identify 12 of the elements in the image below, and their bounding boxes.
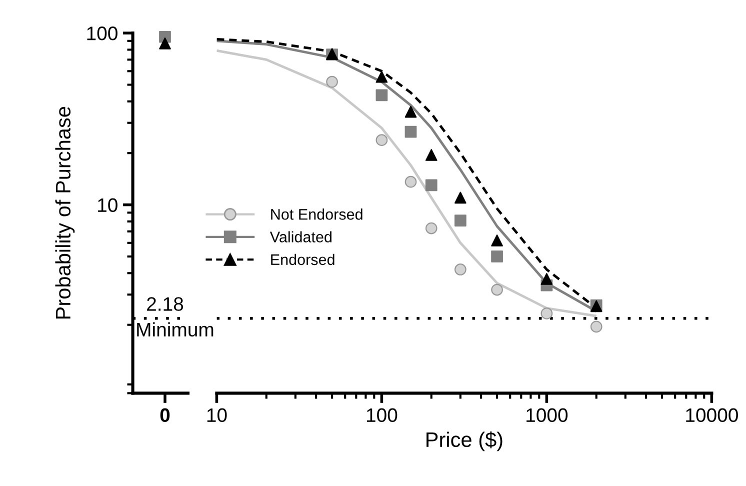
y-axis-title: Probability of Purchase — [55, 106, 75, 319]
x-tick-label: 10 — [207, 408, 227, 422]
legend-label: Not Endorsed — [271, 208, 362, 220]
x-tick-label: 1000 — [526, 408, 568, 422]
legend-label: Endorsed — [271, 254, 334, 266]
x-tick-label: 10000 — [686, 408, 738, 422]
legend-label: Validated — [270, 231, 332, 242]
ref-line-label: Minimum — [137, 322, 214, 337]
annotation: 2.18 — [147, 297, 184, 311]
x-tick-label: 100 — [366, 408, 398, 422]
x-axis-title: Price ($) — [426, 431, 502, 452]
x-tick-label: 0 — [160, 408, 170, 422]
